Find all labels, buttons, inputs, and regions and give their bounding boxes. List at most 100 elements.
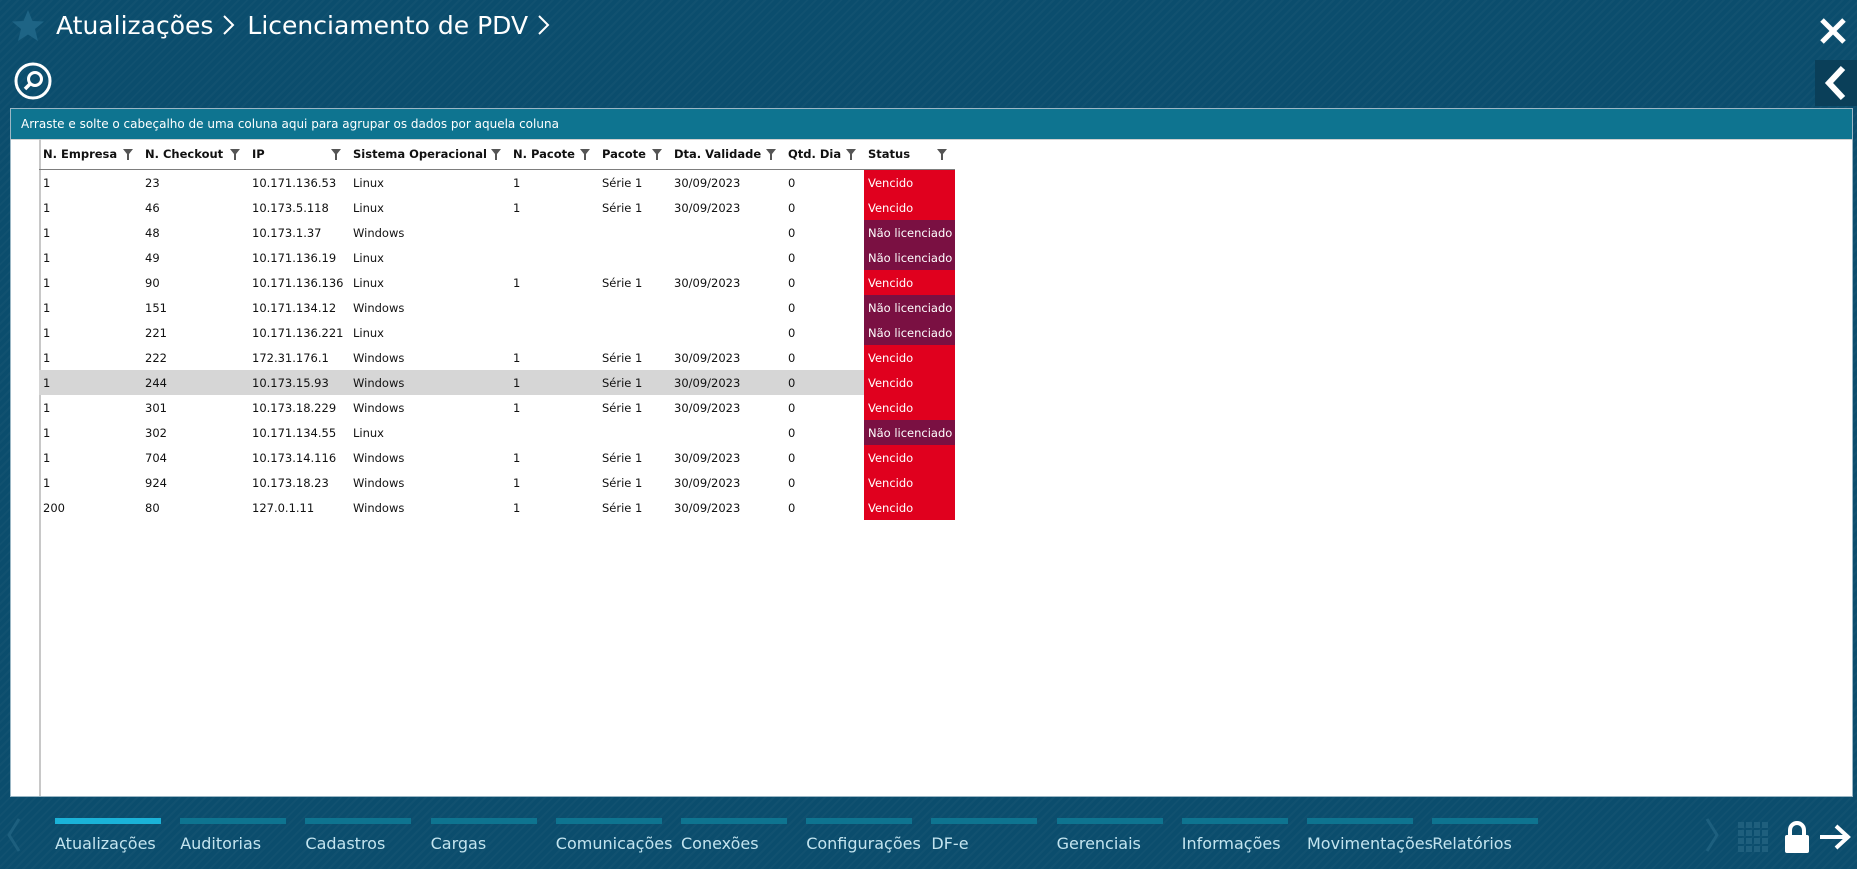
cell-validade: 30/09/2023 bbox=[674, 200, 741, 215]
cell-checkout: 302 bbox=[145, 425, 167, 440]
cell-ip: 10.173.18.229 bbox=[252, 400, 337, 415]
table-row[interactable]: 1 23 10.171.136.53 Linux 1 Série 1 30/09/2023 0… bbox=[39, 169, 955, 195]
table-row[interactable]: 1 301 10.173.18.229 Windows 1 Série 1 30/09/20… bbox=[39, 395, 955, 420]
table-row[interactable]: 1 302 10.171.134.55 Linux 0 Não licenciado bbox=[39, 420, 955, 445]
nav-tab-indicator bbox=[1432, 818, 1539, 824]
grid-body: N. Empresa N. Checkout IP Sistema Operac… bbox=[11, 139, 1852, 796]
column-header-label: N. Pacote bbox=[513, 147, 575, 161]
column-header[interactable]: N. Empresa bbox=[39, 139, 141, 170]
filter-icon[interactable] bbox=[580, 149, 590, 160]
nav-tab[interactable]: Cadastros bbox=[305, 818, 412, 858]
filter-icon[interactable] bbox=[123, 149, 133, 160]
cell-qtd-dia: 0 bbox=[788, 200, 796, 215]
nav-tab-label: Atualizações bbox=[55, 834, 156, 853]
cell-checkout: 80 bbox=[145, 500, 160, 515]
grid-icon[interactable] bbox=[1738, 822, 1770, 852]
filter-icon[interactable] bbox=[230, 149, 240, 160]
status-badge: Vencido bbox=[864, 395, 955, 420]
nav-tab[interactable]: Informações bbox=[1181, 818, 1288, 858]
table-row[interactable]: 1 90 10.171.136.136 Linux 1 Série 1 30/09/2023… bbox=[39, 270, 955, 295]
cell-checkout: 244 bbox=[141, 370, 248, 395]
nav-tab[interactable]: Relatórios bbox=[1432, 818, 1539, 858]
column-header[interactable]: IP bbox=[248, 139, 349, 170]
cell-qtd-dia: 0 bbox=[788, 325, 796, 340]
cell-pacote: Série 1 bbox=[602, 350, 643, 365]
collapse-panel-button[interactable] bbox=[1815, 60, 1857, 106]
column-header[interactable]: Sistema Operacional bbox=[349, 139, 509, 170]
cell-qtd-dia: 0 bbox=[788, 175, 796, 190]
cell-sistema: Windows bbox=[353, 300, 405, 315]
nav-tab[interactable]: Auditorias bbox=[180, 818, 287, 858]
status-badge: Não licenciado bbox=[864, 295, 955, 320]
grid-rows: 1 23 10.171.136.53 Linux 1 Série 1 30/09/2023 0… bbox=[39, 169, 955, 520]
nav-tab-indicator bbox=[931, 818, 1038, 824]
nav-tab[interactable]: Comunicações bbox=[555, 818, 672, 858]
cell-pacote: Série 1 bbox=[598, 370, 670, 395]
star-icon[interactable] bbox=[10, 8, 46, 44]
filter-icon[interactable] bbox=[652, 149, 662, 160]
table-row[interactable]: 1 48 10.173.1.37 Windows 0 Não licenciado bbox=[39, 220, 955, 245]
cell-qtd-dia: 0 bbox=[788, 400, 796, 415]
nav-tab-indicator bbox=[1181, 818, 1288, 824]
table-row[interactable]: 1 244 10.173.15.93 Windows 1 Série 1 30/09/202… bbox=[39, 370, 955, 395]
close-icon[interactable] bbox=[1818, 16, 1848, 46]
filter-icon[interactable] bbox=[937, 149, 947, 160]
cell-sistema: Linux bbox=[353, 425, 384, 440]
lock-icon[interactable] bbox=[1782, 820, 1812, 854]
column-header[interactable]: Pacote bbox=[598, 139, 670, 170]
filter-icon[interactable] bbox=[331, 149, 341, 160]
table-row[interactable]: 1 924 10.173.18.23 Windows 1 Série 1 30/09/202… bbox=[39, 470, 955, 495]
table-row[interactable]: 200 80 127.0.1.11 Windows 1 Série 1 30/09/2023… bbox=[39, 495, 955, 520]
nav-tab[interactable]: Atualizações bbox=[55, 818, 161, 858]
nav-tab[interactable]: Configurações bbox=[806, 818, 921, 858]
column-header[interactable]: Dta. Validade bbox=[670, 139, 784, 170]
nav-tab-label: Conexões bbox=[681, 834, 759, 853]
nav-tab-label: Cadastros bbox=[305, 834, 386, 853]
filter-icon[interactable] bbox=[491, 149, 501, 160]
table-row[interactable]: 1 221 10.171.136.221 Linux 0 Não licenciado bbox=[39, 320, 955, 345]
nav-tab[interactable]: Conexões bbox=[681, 818, 787, 858]
column-header[interactable]: Qtd. Dia bbox=[784, 139, 864, 170]
nav-tab[interactable]: DF-e bbox=[931, 818, 1038, 858]
filter-icon[interactable] bbox=[846, 149, 856, 160]
cell-n-pacote: 1 bbox=[513, 500, 521, 515]
cell-n-pacote: 1 bbox=[513, 200, 521, 215]
nav-tab[interactable]: Gerenciais bbox=[1056, 818, 1163, 858]
nav-tab[interactable]: Movimentações bbox=[1307, 818, 1433, 858]
status-badge: Vencido bbox=[864, 195, 955, 220]
table-row[interactable]: 1 49 10.171.136.19 Linux 0 Não licenciado bbox=[39, 245, 955, 270]
nav-tab-indicator bbox=[806, 818, 913, 824]
nav-tab-indicator bbox=[681, 818, 787, 824]
table-row[interactable]: 1 704 10.173.14.116 Windows 1 Série 1 30/09/20… bbox=[39, 445, 955, 470]
cell-empresa: 1 bbox=[43, 175, 51, 190]
table-row[interactable]: 1 46 10.173.5.118 Linux 1 Série 1 30/09/2023 0 V… bbox=[39, 195, 955, 220]
column-header[interactable]: N. Pacote bbox=[509, 139, 598, 170]
search-icon[interactable] bbox=[14, 62, 52, 100]
column-header-label: IP bbox=[252, 147, 265, 161]
cell-pacote: Série 1 bbox=[602, 475, 643, 490]
cell-n-pacote: 1 bbox=[513, 475, 521, 490]
cell-sistema: Windows bbox=[349, 370, 509, 395]
cell-pacote: Série 1 bbox=[602, 500, 643, 515]
table-row[interactable]: 1 222 172.31.176.1 Windows 1 Série 1 30/09/202… bbox=[39, 345, 955, 370]
nav-tab[interactable]: Cargas bbox=[430, 818, 537, 858]
cell-sistema: Windows bbox=[353, 400, 405, 415]
column-header[interactable]: N. Checkout bbox=[141, 139, 248, 170]
cell-validade: 30/09/2023 bbox=[674, 400, 741, 415]
cell-empresa: 1 bbox=[39, 370, 141, 395]
status-badge: Vencido bbox=[864, 370, 955, 395]
chevron-right-icon[interactable] bbox=[1702, 815, 1722, 855]
cell-empresa: 200 bbox=[43, 500, 65, 515]
group-by-drop-zone[interactable]: Arraste e solte o cabeçalho de uma colun… bbox=[11, 109, 1852, 140]
cell-n-pacote bbox=[509, 245, 598, 270]
breadcrumb-item-atualizacoes[interactable]: Atualizações bbox=[56, 10, 214, 40]
cell-validade: 30/09/2023 bbox=[674, 475, 741, 490]
cell-checkout: 222 bbox=[145, 350, 167, 365]
cell-n-pacote bbox=[509, 420, 598, 445]
filter-icon[interactable] bbox=[766, 149, 776, 160]
arrow-right-icon[interactable] bbox=[1818, 823, 1852, 851]
cell-checkout: 151 bbox=[145, 300, 167, 315]
column-header[interactable]: Status bbox=[864, 139, 955, 170]
chevron-left-icon[interactable] bbox=[4, 815, 24, 855]
table-row[interactable]: 1 151 10.171.134.12 Windows 0 Não licenciado bbox=[39, 295, 955, 320]
